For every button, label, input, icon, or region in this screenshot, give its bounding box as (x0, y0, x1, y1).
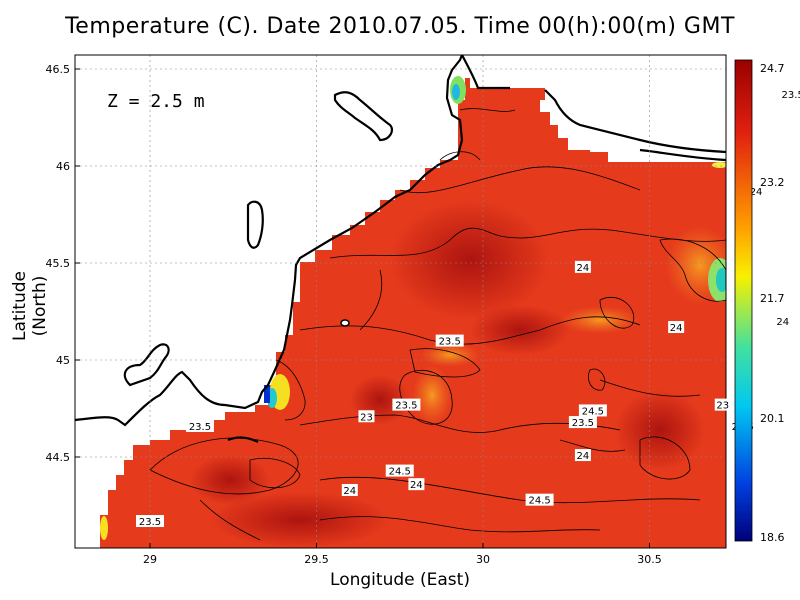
svg-text:23.5: 23.5 (439, 337, 461, 348)
x-tick-label: 29 (143, 553, 157, 566)
contour-label: 24 (668, 321, 685, 334)
plot-frame (74, 54, 727, 549)
contour-label: 24 (574, 260, 591, 274)
svg-text:23.5: 23.5 (139, 517, 161, 528)
gridlines (75, 55, 726, 548)
y-tick-label: 46 (56, 160, 70, 173)
colorbar-tick-label: 18.6 (760, 531, 785, 544)
contour-label: 23.5 (136, 515, 164, 528)
colorbar (734, 59, 753, 542)
depth-label: Z = 2.5 m (107, 91, 205, 112)
y-tick-label: 45 (56, 354, 70, 367)
contour-label: 23 (714, 398, 731, 412)
contour-label: 23.5 (435, 334, 464, 348)
svg-text:23.5: 23.5 (782, 90, 800, 101)
contour-label: 23.5 (392, 398, 421, 412)
y-tick-label: 44.5 (46, 451, 71, 464)
contour-label: 23.5 (185, 419, 214, 433)
x-tick-label: 30 (476, 553, 490, 566)
svg-text:23: 23 (716, 401, 729, 412)
colorbar-ticks: 24.7 23.2 21.7 20.1 18.6 (760, 62, 785, 544)
svg-text:24.5: 24.5 (389, 467, 411, 478)
svg-text:24.5: 24.5 (528, 496, 550, 507)
svg-text:24: 24 (670, 323, 683, 334)
svg-text:23.5: 23.5 (395, 401, 417, 412)
contour-labels: 23.52424242423.523.24242423.52424242423.… (136, 88, 800, 528)
svg-text:24: 24 (776, 317, 789, 328)
contour-label: 24.5 (578, 404, 607, 417)
colorbar-tick-label: 20.1 (760, 412, 785, 425)
svg-text:24: 24 (577, 263, 590, 274)
y-tick-label: 45.5 (46, 257, 71, 270)
svg-text:24.5: 24.5 (582, 406, 604, 417)
svg-text:23.5: 23.5 (572, 418, 594, 429)
x-tick-label: 29.5 (304, 553, 329, 566)
colorbar-tick-label: 21.7 (760, 292, 785, 305)
coastline (75, 55, 726, 443)
colorbar-tick-label: 24.7 (760, 62, 785, 75)
contour-label: 24.5 (525, 493, 554, 507)
contour-lines (149, 108, 726, 541)
svg-text:23.5: 23.5 (189, 422, 211, 433)
svg-text:24: 24 (343, 486, 356, 497)
map-title: Temperature (C). Date 2010.07.05. Time 0… (65, 14, 735, 39)
contour-label: 24.5 (385, 464, 414, 478)
svg-text:24: 24 (750, 187, 763, 198)
contour-label: 23 (358, 410, 375, 423)
contour-label: 24 (408, 478, 425, 491)
sea-area (100, 78, 726, 548)
x-tick-label: 30.5 (637, 553, 662, 566)
svg-text:23: 23 (360, 412, 373, 423)
x-axis-label: Longitude (East) (330, 570, 470, 590)
colorbar-tick-label: 23.2 (760, 176, 785, 189)
contour-label: 24 (774, 315, 791, 328)
svg-text:24: 24 (577, 451, 590, 462)
contour-label: 23.5 (778, 88, 800, 101)
svg-text:24: 24 (410, 480, 423, 491)
y-tick-label: 46.5 (46, 63, 71, 76)
contour-label: 23.5 (568, 416, 597, 429)
contour-label: 24 (574, 449, 591, 462)
contour-label: 24 (341, 483, 358, 497)
y-ticks: 44.5 45 45.5 46 46.5 (46, 63, 80, 464)
